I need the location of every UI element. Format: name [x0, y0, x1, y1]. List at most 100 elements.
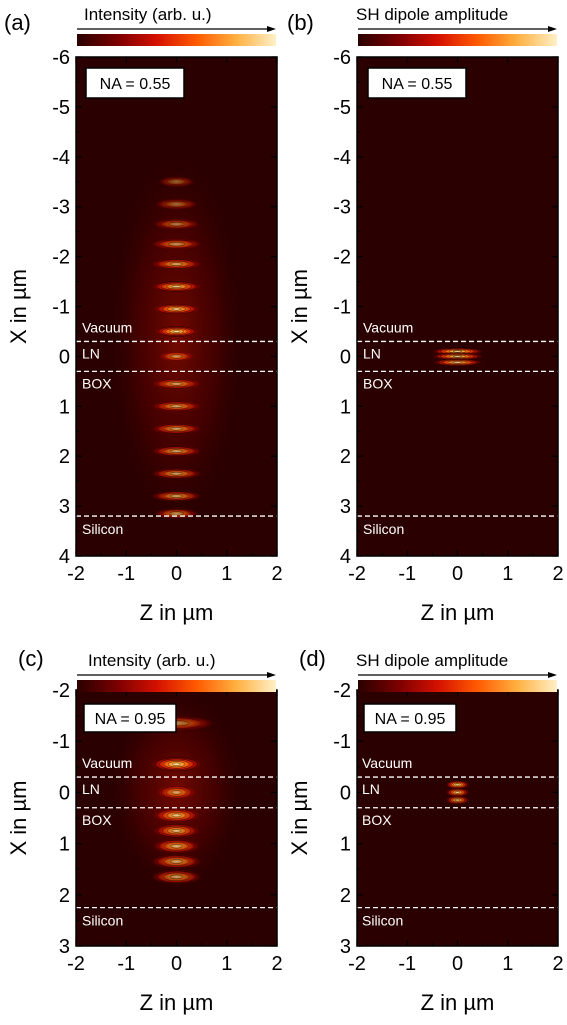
colorbar-arrow-head: [548, 26, 557, 32]
x-tick-label: -2: [348, 563, 366, 585]
y-tick-label: 2: [59, 446, 70, 468]
y-axis-label: X in µm: [6, 269, 31, 344]
field-peak: [150, 869, 203, 885]
panel-b: Vacuum LN BOX Silicon NA = 0.55 -2 -1 0 1 2 -6 -5 -4…: [287, 5, 564, 625]
field-peak: [152, 303, 201, 315]
y-tick-label: -5: [333, 97, 351, 119]
x-tick-label: 2: [552, 563, 563, 585]
na-label: NA = 0.55: [382, 76, 453, 93]
y-tick-label: 0: [340, 346, 351, 368]
x-tick-label: -1: [117, 563, 135, 585]
x-tick-label: -2: [67, 953, 85, 975]
na-label-box: [367, 67, 467, 99]
panel-c: Vacuum LN BOX Silicon NA = 0.95 -2 -1 0 1 2 -2 -1 0 1…: [6, 646, 283, 1015]
x-tick-label: 1: [502, 563, 513, 585]
layer-label-vacuum: Vacuum: [82, 755, 132, 771]
layer-label-box: BOX: [82, 812, 112, 828]
layer-label-silicon: Silicon: [363, 521, 404, 537]
field-peak: [154, 198, 199, 210]
layer-label-silicon: Silicon: [362, 913, 403, 929]
y-tick-label: -1: [52, 731, 70, 753]
x-axis-label: Z in µm: [140, 600, 214, 625]
x-tick-label: 1: [221, 953, 232, 975]
x-tick-label: -1: [398, 563, 416, 585]
x-axis-label: Z in µm: [421, 990, 495, 1015]
field-peak: [152, 823, 201, 839]
field-peak: [155, 785, 198, 800]
na-label: NA = 0.55: [100, 76, 171, 93]
x-tick-label: 0: [452, 563, 463, 585]
y-tick-label: 2: [59, 885, 70, 907]
na-label: NA = 0.95: [95, 711, 166, 728]
colorbar-arrow-head: [548, 672, 557, 678]
layer-label-silicon: Silicon: [82, 913, 123, 929]
y-tick-label: -3: [52, 197, 70, 219]
colorbar: [358, 34, 557, 46]
y-tick-label: -1: [333, 297, 351, 319]
panel-label: (d): [299, 646, 326, 671]
colorbar-arrow-head: [267, 672, 276, 678]
colorbar-label: SH dipole amplitude: [356, 5, 508, 24]
panel-label: (a): [4, 10, 31, 35]
na-label-box: [83, 703, 177, 733]
y-tick-label: 4: [59, 546, 70, 568]
layer-label-vacuum: Vacuum: [82, 319, 132, 335]
layer-label-ln: LN: [82, 781, 100, 797]
colorbar: [358, 680, 557, 692]
y-tick-label: 3: [340, 496, 351, 518]
field-peak: [150, 445, 203, 457]
plot-background: [357, 57, 558, 556]
x-tick-label: 0: [452, 953, 463, 975]
colorbar-label: Intensity (arb. u.): [88, 651, 216, 670]
y-tick-label: -6: [333, 47, 351, 69]
y-tick-label: 1: [59, 834, 70, 856]
y-tick-label: 0: [340, 782, 351, 804]
field-halo: [106, 141, 247, 534]
layer-label-ln: LN: [82, 345, 100, 361]
y-tick-label: 0: [59, 346, 70, 368]
x-axis-label: Z in µm: [421, 600, 495, 625]
y-tick-label: 1: [59, 396, 70, 418]
layer-label-ln: LN: [363, 345, 381, 361]
y-tick-label: -4: [333, 147, 351, 169]
field-peak: [432, 358, 483, 367]
y-axis-label: X in µm: [287, 269, 312, 344]
y-axis-label: X in µm: [6, 780, 31, 855]
x-tick-label: -1: [117, 953, 135, 975]
field-peak: [157, 350, 196, 362]
x-tick-label: -1: [398, 953, 416, 975]
y-tick-label: -2: [333, 247, 351, 269]
layer-label-ln: LN: [362, 781, 380, 797]
x-tick-label: 2: [552, 953, 563, 975]
x-tick-label: 2: [271, 953, 282, 975]
field-peak: [150, 854, 203, 869]
colorbar-label: SH dipole amplitude: [356, 651, 508, 670]
y-tick-label: 3: [59, 496, 70, 518]
panel-label: (b): [287, 10, 314, 35]
layer-label-silicon: Silicon: [82, 521, 123, 537]
na-label: NA = 0.95: [375, 711, 446, 728]
y-tick-label: 0: [59, 782, 70, 804]
y-tick-label: 2: [340, 885, 351, 907]
layer-label-box: BOX: [82, 375, 112, 391]
x-tick-label: 1: [502, 953, 513, 975]
colorbar-label: Intensity (arb. u.): [84, 5, 212, 24]
field-peak: [150, 258, 203, 270]
y-tick-label: -2: [52, 680, 70, 702]
field-peak: [150, 423, 203, 435]
y-tick-label: -2: [333, 680, 351, 702]
panel-d: Vacuum LN BOX Silicon NA = 0.95 -2 -1 0 1 2 -2 -1 0 1…: [287, 646, 564, 1015]
field-peak: [154, 508, 199, 520]
x-tick-label: 0: [171, 953, 182, 975]
field-peak: [152, 838, 201, 854]
field-peak: [445, 780, 470, 790]
x-tick-label: 2: [271, 563, 282, 585]
field-map: [106, 141, 247, 534]
layer-label-vacuum: Vacuum: [363, 319, 413, 335]
field-peak: [154, 325, 199, 337]
y-tick-label: 4: [340, 546, 351, 568]
y-tick-label: -2: [52, 247, 70, 269]
field-peak: [150, 490, 203, 502]
field-peak: [152, 808, 201, 823]
